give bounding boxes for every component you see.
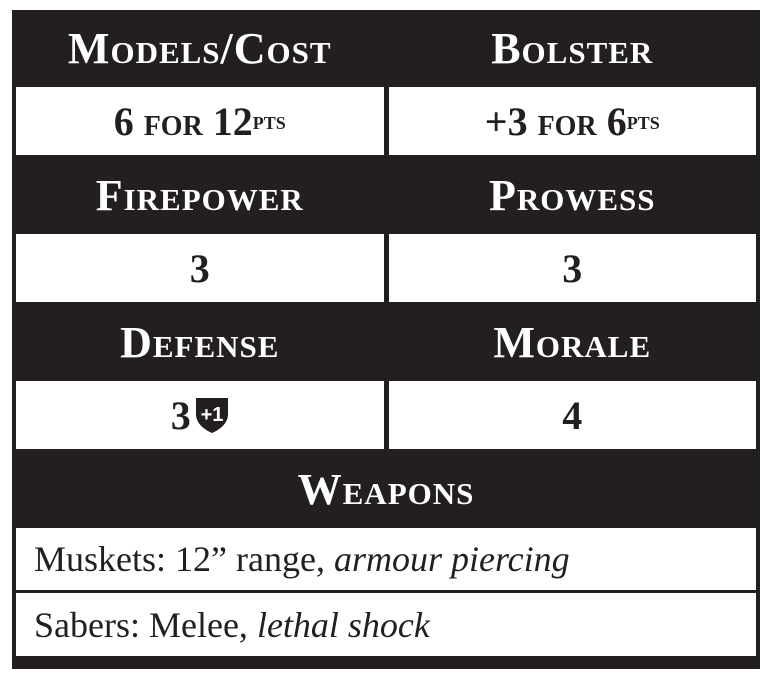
defense-number: 3 <box>170 392 191 438</box>
for-text: for <box>537 98 597 144</box>
for-text: for <box>143 98 203 144</box>
firepower-header: Firepower <box>95 171 304 220</box>
weapon-name: Muskets: <box>34 539 167 579</box>
unit-stat-card: Models/Cost Bolster 6 for 12 pts +3 for 6… <box>12 10 760 669</box>
shield-bonus: +1 <box>200 404 223 426</box>
unit: pts <box>626 106 660 135</box>
defense-header: Defense <box>120 318 280 367</box>
model-count: 6 <box>113 98 134 144</box>
bolster-amount: +3 <box>484 98 528 144</box>
prowess-header: Prowess <box>488 171 656 220</box>
firepower-value: 3 <box>16 234 384 302</box>
weapon-traits: armour piercing <box>333 539 570 579</box>
defense-value: 3 +1 <box>16 381 384 449</box>
morale-value: 4 <box>388 381 756 449</box>
weapon-details: Melee, <box>148 604 248 645</box>
cost: 6 <box>606 98 627 144</box>
weapon-row: Muskets: 12” range, armour piercing <box>16 528 756 590</box>
weapons-header: Weapons <box>297 465 475 514</box>
models-cost-header: Models/Cost <box>67 24 332 73</box>
morale-header: Morale <box>493 318 652 367</box>
weapon-row: Sabers: Melee, lethal shock <box>16 593 756 656</box>
weapon-details: 12” range, <box>175 539 325 579</box>
weapon-traits: lethal shock <box>256 604 430 645</box>
bolster-header: Bolster <box>491 24 654 73</box>
cost: 12 <box>212 98 253 144</box>
unit: pts <box>252 106 286 135</box>
weapon-name: Sabers: <box>34 604 140 645</box>
shield-icon: +1 <box>195 398 228 433</box>
models-cost-value: 6 for 12 pts <box>16 87 384 155</box>
prowess-value: 3 <box>388 234 756 302</box>
bolster-value: +3 for 6 pts <box>388 87 756 155</box>
